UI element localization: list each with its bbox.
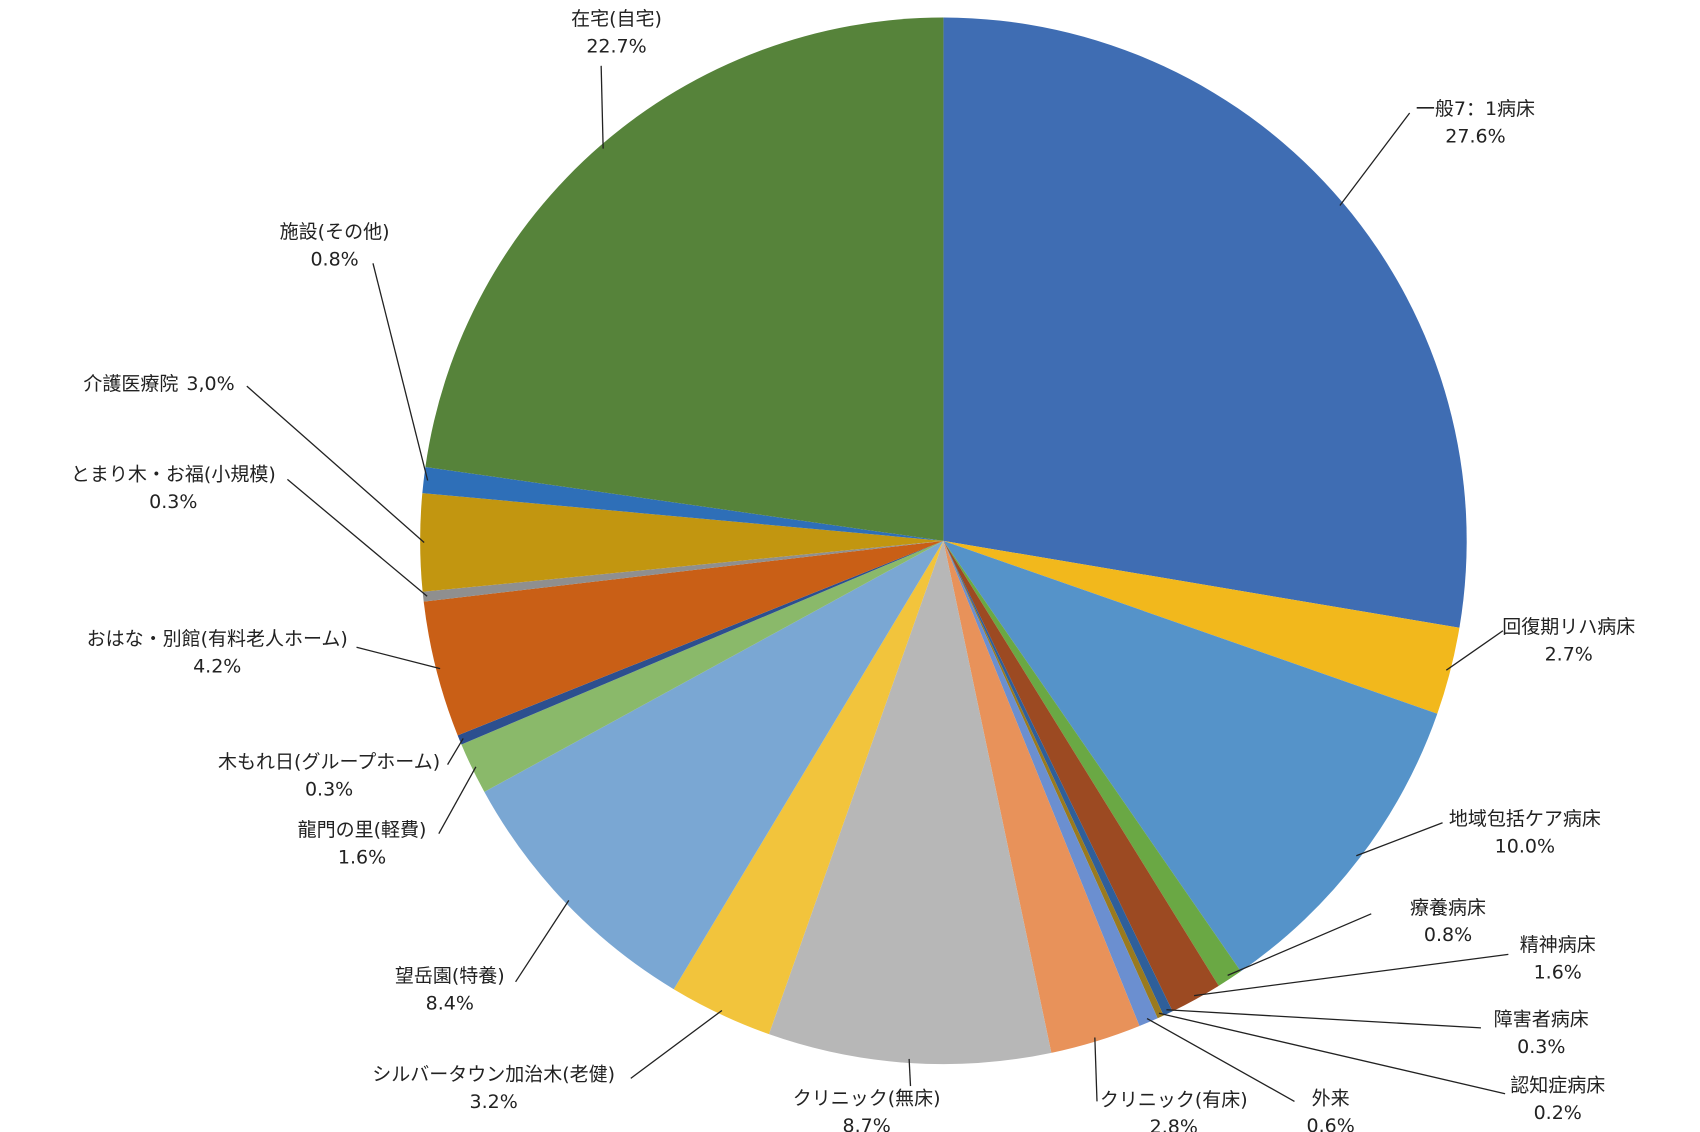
leader-line [1158,1012,1506,1095]
category-label: 認知症病床 [1510,1075,1605,1097]
pie-slice [768,540,1052,1065]
pie-slice [420,493,944,592]
leader-line [1339,112,1411,206]
pie-slice [425,17,944,541]
leader-line [1146,1017,1295,1102]
pie-slice [943,540,1241,986]
value-label: 1.6% [338,846,386,868]
category-label: 在宅(自宅) [571,8,662,30]
leader-line [1356,822,1443,857]
value-label: 27.6% [1445,126,1505,148]
category-label: 精神病床 [1520,934,1596,956]
value-label: 2.8% [1150,1116,1198,1132]
value-label: 0.3% [305,778,353,800]
value-label: 8.7% [842,1115,890,1132]
leader-line [630,1009,723,1079]
category-label: 地域包括ケア病床 [1449,808,1601,830]
pie-slice [673,540,944,1035]
category-label: おはな・別館(有料老人ホーム) [87,628,348,650]
category-label: 一般7：1病床 [1416,98,1535,120]
leader-line [438,766,477,835]
pie-slice [422,466,944,541]
value-label: 3,0% [186,372,234,394]
leader-line [1166,1009,1481,1029]
value-label: 22.7% [586,36,646,58]
pie-slice [422,540,944,602]
value-label: 3.2% [470,1091,518,1113]
leader-line [1227,913,1372,976]
category-label: 介護医療院 [83,372,178,394]
leader-line [515,900,570,983]
category-label: 外来 [1312,1088,1350,1110]
pie-slice [484,540,944,990]
value-label: 0.6% [1307,1115,1355,1132]
value-label: 0.8% [310,248,358,270]
leader-line [1445,630,1504,671]
value-label: 0.8% [1424,924,1472,946]
pie-slice [943,540,1140,1053]
value-label: 10.0% [1495,835,1555,857]
pie-slice [943,540,1460,714]
slice-label: 介護医療院 3,0% [83,372,234,394]
pie-slice [943,17,1467,628]
leader-line [356,646,441,670]
leader-line [372,263,429,481]
category-label: シルバータウン加治木(老健) [372,1064,615,1086]
category-label: 障害者病床 [1494,1009,1589,1031]
pie-slice [457,540,944,745]
value-label: 1.6% [1534,962,1582,984]
leader-line [1094,1037,1098,1102]
leader-line [600,65,604,149]
category-label: 望岳園(特養) [395,965,505,987]
value-label: 0.2% [1534,1102,1582,1124]
pie-slice [943,540,1438,972]
category-label: 施設(その他) [280,221,390,243]
pie-slice [461,540,944,792]
pie-slice [943,540,1164,1019]
pie-slice [943,540,1173,1016]
category-label: クリニック(無床) [793,1088,941,1110]
value-label: 8.4% [426,992,474,1014]
category-label: とまり木・お福(小規模) [71,464,276,486]
leader-line [447,738,464,765]
leader-line [1193,953,1509,997]
leader-line [286,478,428,597]
category-label: 療養病床 [1410,897,1486,919]
value-label: 0.3% [149,491,197,513]
pie-slice [423,540,944,736]
leader-line [908,1058,912,1087]
category-label: クリニック(有床) [1100,1089,1248,1111]
category-label: 木もれ日(グループホーム) [218,751,440,773]
pie-slice [943,540,1158,1026]
leader-line [246,385,425,543]
pie-slice [943,540,1219,1012]
category-label: 龍門の里(軽費) [298,819,427,841]
category-label: 回復期リハ病床 [1502,616,1635,638]
value-label: 4.2% [193,655,241,677]
value-label: 0.3% [1517,1036,1565,1058]
value-label: 2.7% [1545,643,1593,665]
